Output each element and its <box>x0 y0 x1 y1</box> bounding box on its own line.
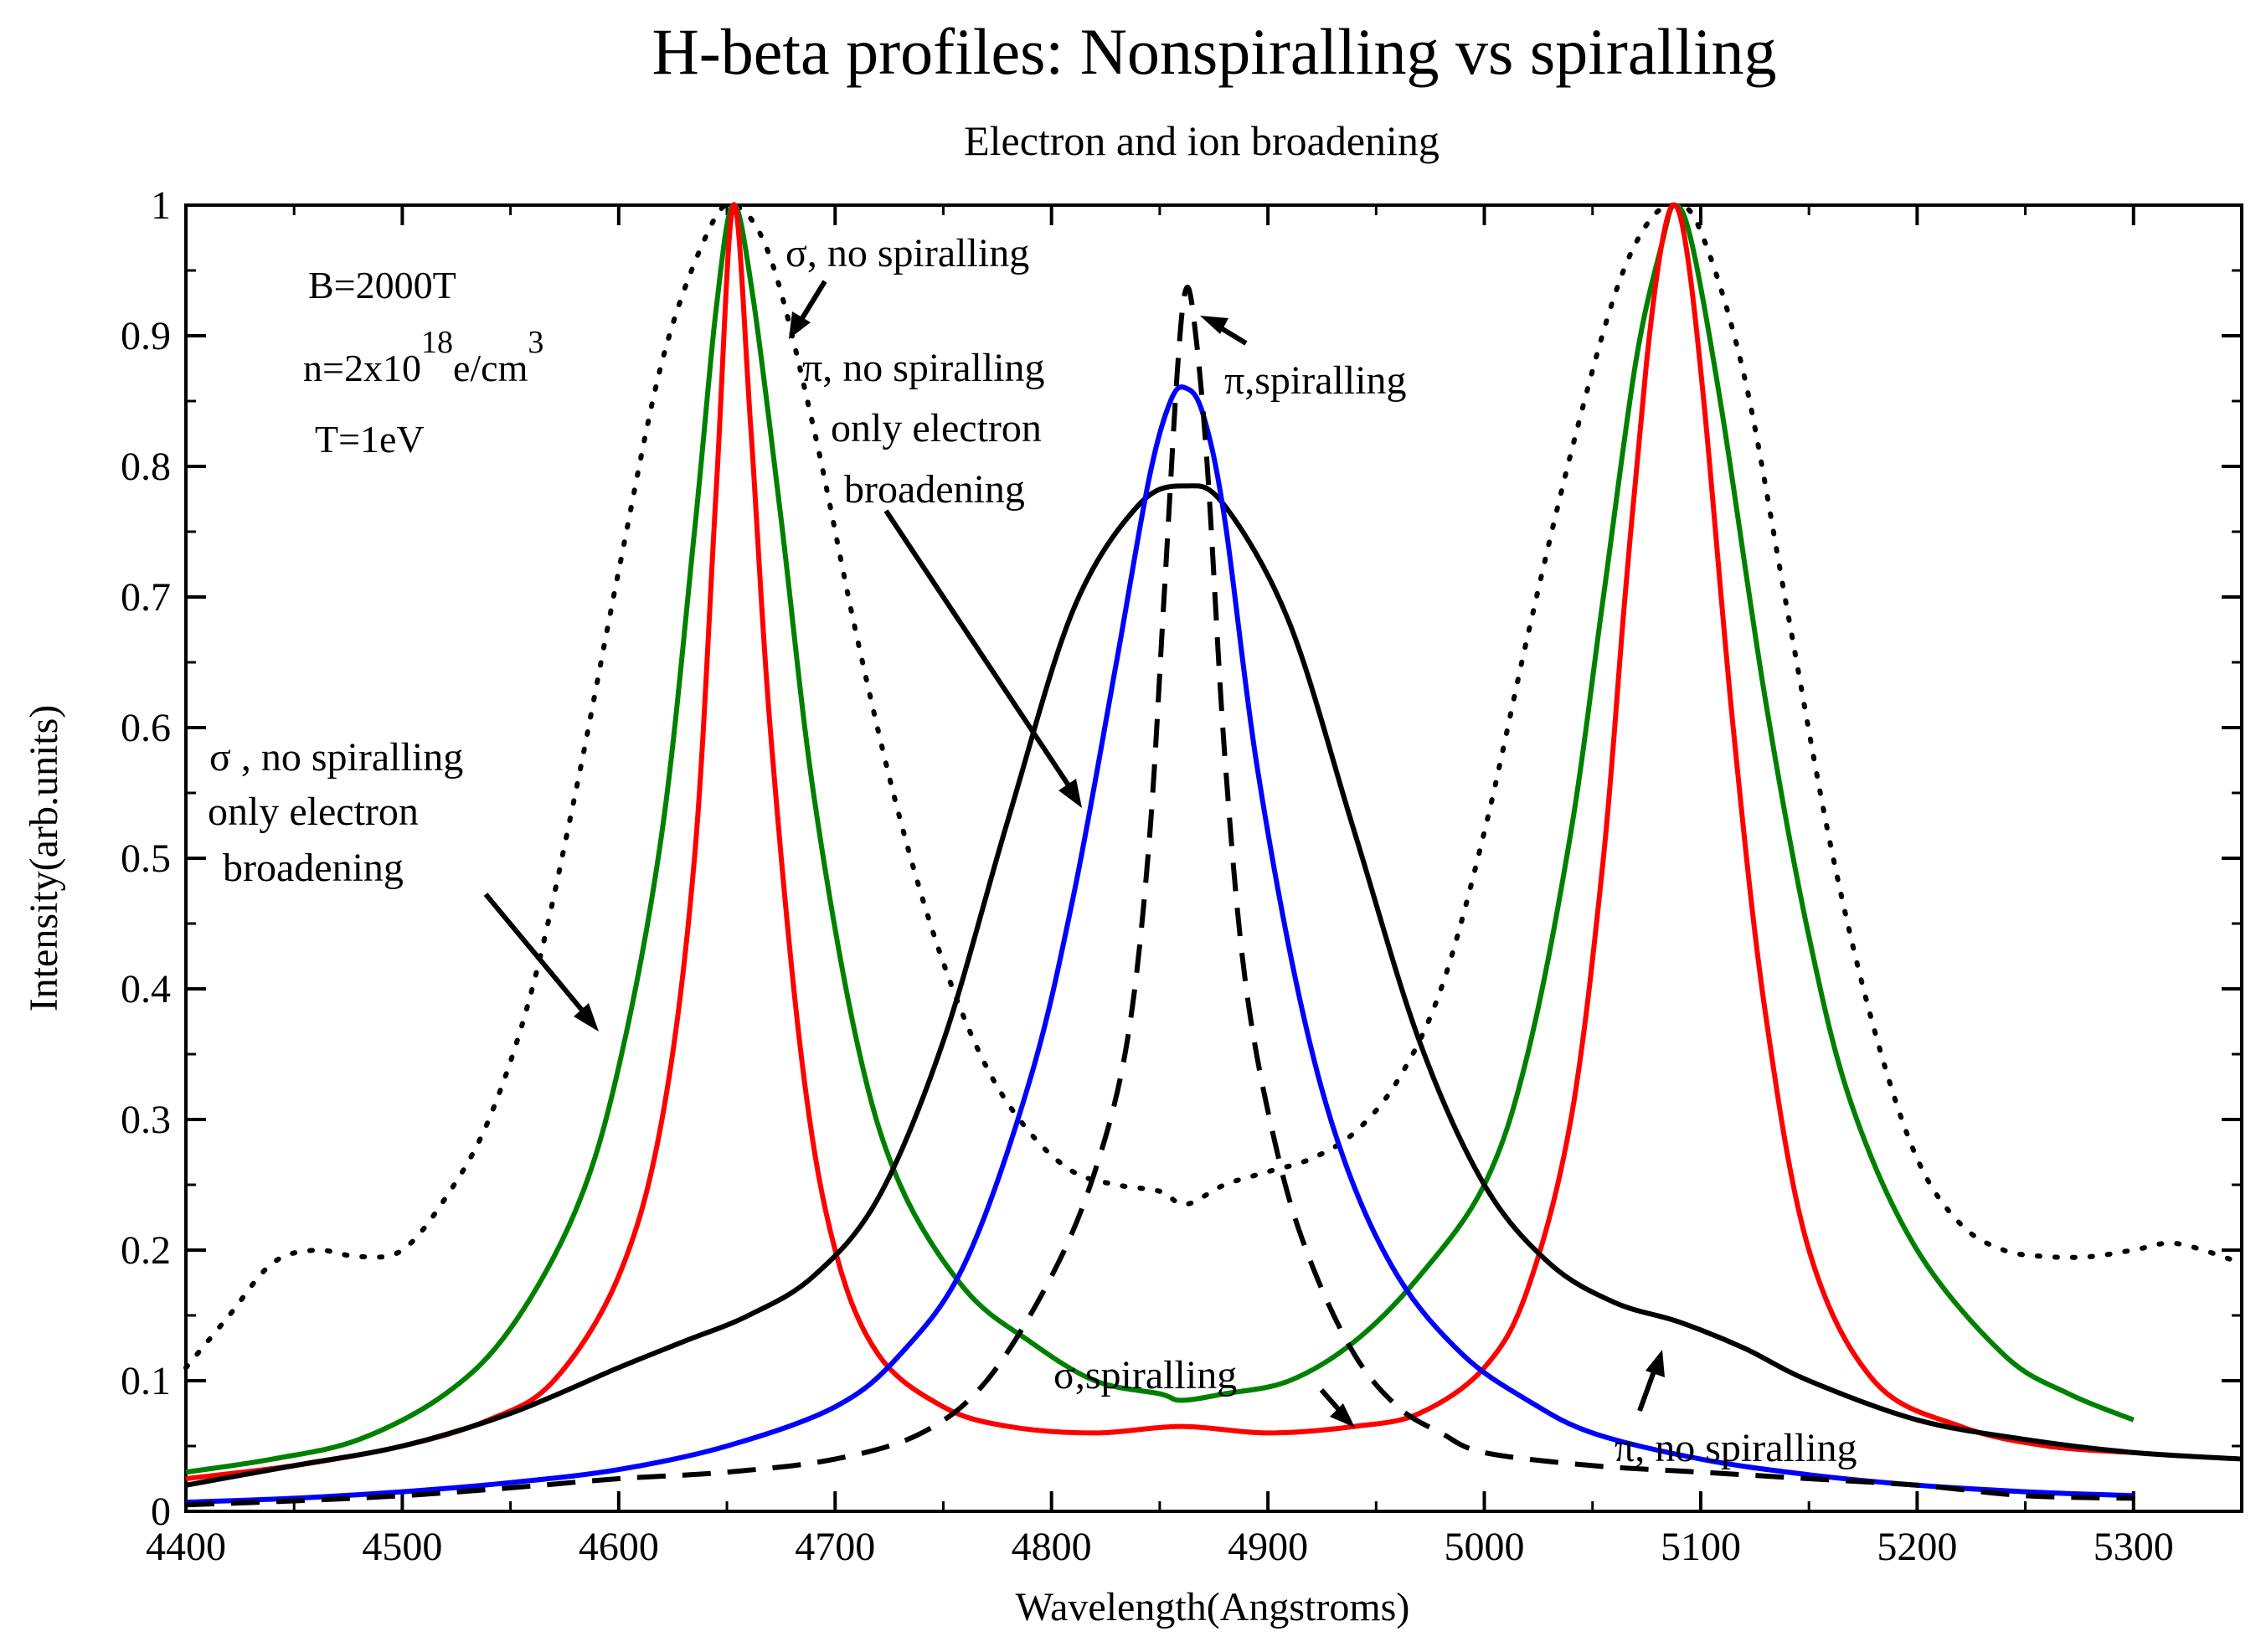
y-tick-label: 1 <box>151 183 171 228</box>
x-tick-label: 4500 <box>362 1525 442 1569</box>
annotation-sigma-spiralling: σ,spiralling <box>1053 1353 1237 1397</box>
series-sigma-no-spiral-green <box>185 203 2135 1475</box>
annotation-arrows <box>483 280 1665 1428</box>
y-tick-label: 0.1 <box>121 1359 171 1403</box>
annotation-sigma-electron-line1: σ , no spiralling <box>209 735 463 780</box>
arrow-pi-electron <box>883 509 1071 787</box>
x-tick-label: 5100 <box>1661 1525 1741 1569</box>
annotation-sigma-no-spiralling: σ, no spiralling <box>785 231 1029 275</box>
x-tick-label: 4400 <box>146 1525 226 1569</box>
x-tick-label: 4800 <box>1012 1525 1092 1569</box>
y-tick-label: 0.5 <box>121 836 171 881</box>
chart-subtitle: Electron and ion broadening <box>964 117 1440 164</box>
chart-title: H-beta profiles: Nonspiralling vs spiral… <box>652 15 1776 88</box>
series-pi-spiral-dashed <box>185 285 2134 1508</box>
arrow-pi-spiralling <box>1217 324 1248 346</box>
arrowhead-pi-no-spiralling <box>1646 1350 1665 1377</box>
annotation-pi-spiralling: π,spiralling <box>1224 358 1407 403</box>
y-tick-label: 0.9 <box>121 314 171 358</box>
x-tick-label: 5000 <box>1445 1525 1525 1569</box>
y-tick-label: 0.8 <box>121 445 171 489</box>
y-tick-label: 0.6 <box>121 706 171 750</box>
param-density-unit: e/cm <box>453 347 528 389</box>
y-tick-label: 0.2 <box>121 1228 171 1273</box>
series-sigma-electron-dotted <box>183 202 2244 1371</box>
x-tick-label: 5300 <box>2094 1525 2174 1569</box>
param-density-unit-exp: 3 <box>528 325 543 360</box>
y-tick-label: 0.3 <box>121 1098 171 1142</box>
annotation-sigma-electron-line3: broadening <box>223 846 404 890</box>
param-temperature: T=1eV <box>315 418 425 461</box>
annotation-sigma-electron-line2: only electron <box>208 790 419 834</box>
series-pi-no-spiral-black <box>185 483 2243 1488</box>
y-tick-label: 0.7 <box>121 575 171 620</box>
x-tick-label: 4600 <box>579 1525 659 1569</box>
arrow-pi-no-spiralling <box>1637 1370 1656 1413</box>
y-tick-label: 0.4 <box>121 967 171 1011</box>
param-density-base: n=2x10 <box>303 347 421 389</box>
arrowhead-pi-electron <box>1058 779 1082 808</box>
x-tick-label: 4700 <box>795 1525 875 1569</box>
series-sigma-spiral-red <box>185 202 2135 1481</box>
series-layer <box>183 202 2244 1508</box>
arrowhead-sigma-electron <box>574 1003 599 1032</box>
arrow-sigma-electron <box>483 893 587 1015</box>
arrowhead-pi-spiralling <box>1200 316 1228 334</box>
param-density: n=2x1018e/cm3 <box>303 325 543 389</box>
annotation-pi-no-spiralling: π, no spiralling <box>1615 1426 1857 1470</box>
y-axis-label: Intensity(arb.units) <box>22 705 66 1012</box>
arrowhead-sigma-spiralling <box>1330 1403 1355 1428</box>
y-tick-label: 0 <box>151 1490 171 1534</box>
annotation-pi-electron-line1: π, no spiralling <box>802 346 1045 390</box>
x-tick-label: 5200 <box>1877 1525 1957 1569</box>
annotation-pi-electron-line2: only electron <box>831 406 1042 450</box>
param-density-exp: 18 <box>421 325 453 360</box>
param-field: B=2000T <box>308 264 456 306</box>
arrow-sigma-spiralling <box>1319 1388 1342 1413</box>
series-pi-electron-blue <box>185 384 2134 1505</box>
annotation-pi-electron-line3: broadening <box>844 467 1025 512</box>
x-tick-label: 4900 <box>1228 1525 1308 1569</box>
arrowhead-sigma-no-spiralling <box>789 311 811 339</box>
plot-frame <box>184 203 2243 1513</box>
axis-ticks: 4400 4500 4600 4700 4800 4900 5000 5100 5200 5300… <box>121 183 2242 1569</box>
x-axis-label: Wavelength(Angstroms) <box>1016 1585 1410 1629</box>
arrow-sigma-no-spiralling <box>800 280 827 320</box>
